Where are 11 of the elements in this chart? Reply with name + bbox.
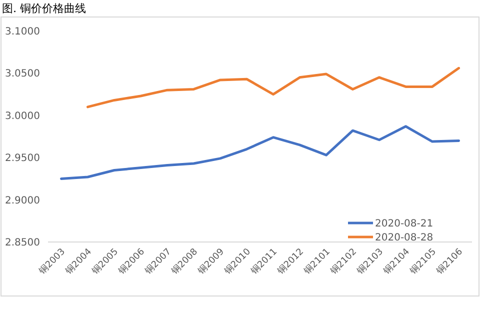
chart-title: 图. 铜价价格曲线 <box>2 2 86 15</box>
y-tick-label: 2.8500 <box>5 238 40 248</box>
line-series <box>60 125 460 180</box>
y-tick-label: 2.9500 <box>5 153 40 164</box>
y-tick-label: 3.1000 <box>5 26 40 38</box>
y-tick-label: 3.0500 <box>5 68 40 80</box>
legend-label: 2020-08-21 <box>375 218 434 230</box>
line-series <box>86 66 460 108</box>
legend-label: 2020-08-28 <box>375 232 434 244</box>
y-tick-label: 3.0000 <box>5 110 40 122</box>
y-tick-label: 2.9000 <box>5 195 40 206</box>
